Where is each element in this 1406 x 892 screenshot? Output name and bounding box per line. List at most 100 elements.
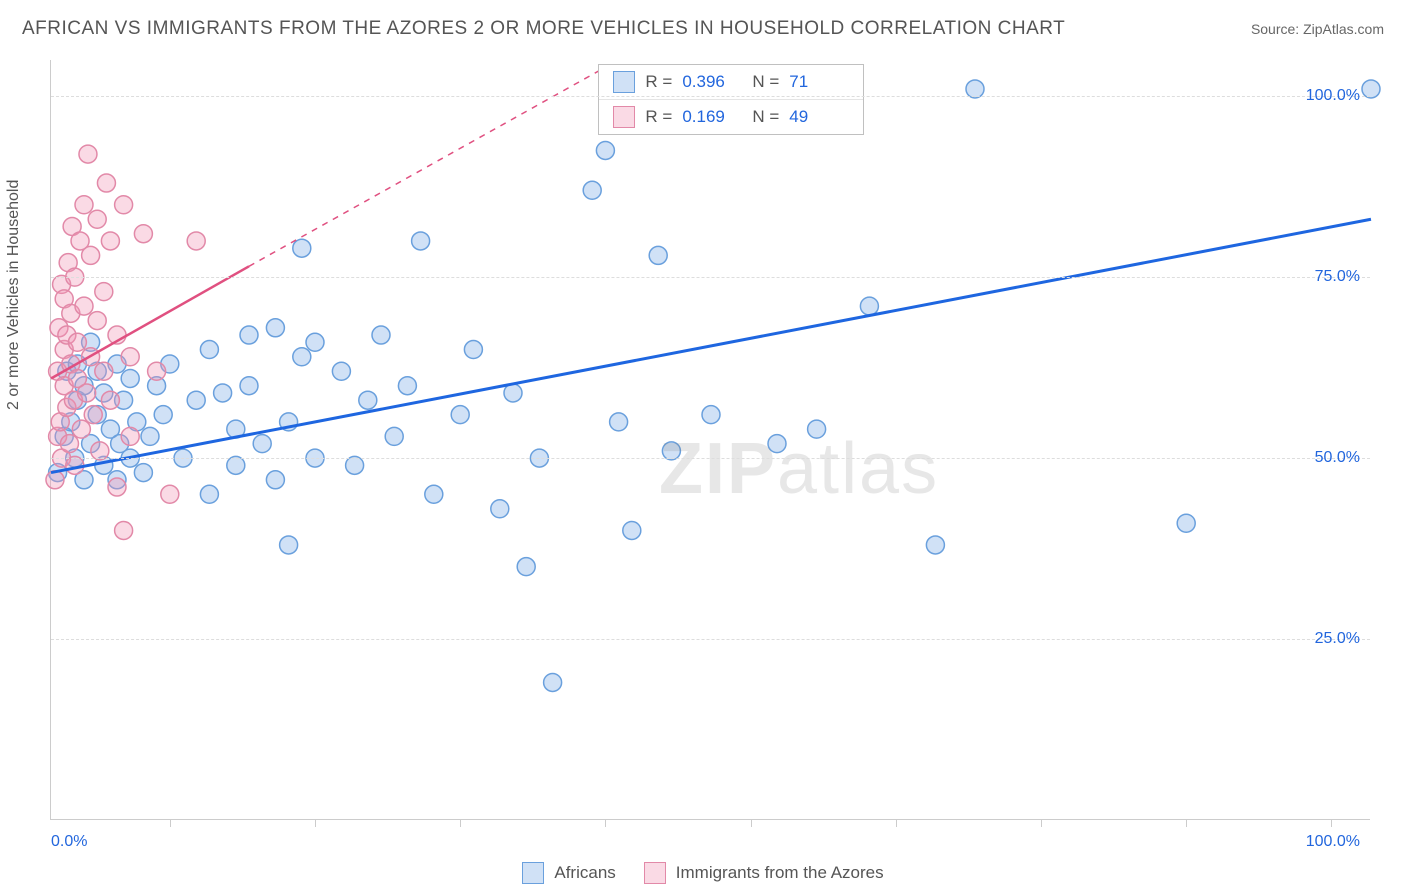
x-tick [460, 819, 461, 827]
data-point [134, 464, 152, 482]
n-label: N = [752, 107, 779, 127]
gridline [51, 458, 1370, 459]
legend-swatch [522, 862, 544, 884]
source-label: Source: [1251, 21, 1299, 37]
data-point [808, 420, 826, 438]
data-point [121, 369, 139, 387]
plot-area: ZIPatlas R =0.396N =71R =0.169N =49 25.0… [50, 60, 1370, 820]
data-point [491, 500, 509, 518]
data-point [84, 406, 102, 424]
data-point [583, 181, 601, 199]
stats-row: R = 0.169 N = 49 [599, 100, 863, 134]
data-point [623, 521, 641, 539]
x-tick-label-right: 100.0% [1306, 833, 1360, 851]
x-tick [170, 819, 171, 827]
data-point [1177, 514, 1195, 532]
data-point [293, 239, 311, 257]
r-value: 0.396 [682, 72, 742, 92]
data-point [97, 174, 115, 192]
n-value: 49 [789, 107, 849, 127]
data-point [280, 536, 298, 554]
data-point [115, 196, 133, 214]
data-point [385, 427, 403, 445]
data-point [266, 319, 284, 337]
data-point [200, 341, 218, 359]
x-tick [605, 819, 606, 827]
legend-swatch [613, 106, 635, 128]
data-point [504, 384, 522, 402]
scatter-svg [51, 60, 1370, 819]
data-point [187, 391, 205, 409]
data-point [187, 232, 205, 250]
y-tick-label: 50.0% [1315, 449, 1360, 467]
data-point [306, 333, 324, 351]
data-point [266, 471, 284, 489]
data-point [860, 297, 878, 315]
data-point [649, 246, 667, 264]
x-tick [1331, 819, 1332, 827]
data-point [517, 558, 535, 576]
data-point [121, 427, 139, 445]
data-point [161, 485, 179, 503]
data-point [451, 406, 469, 424]
data-point [544, 673, 562, 691]
data-point [82, 246, 100, 264]
data-point [332, 362, 350, 380]
y-tick-label: 25.0% [1315, 630, 1360, 648]
data-point [214, 384, 232, 402]
data-point [240, 377, 258, 395]
source-name: ZipAtlas.com [1303, 21, 1384, 37]
data-point [95, 362, 113, 380]
r-label: R = [645, 72, 672, 92]
data-point [68, 333, 86, 351]
x-tick [315, 819, 316, 827]
data-point [154, 406, 172, 424]
gridline [51, 277, 1370, 278]
gridline [51, 639, 1370, 640]
data-point [240, 326, 258, 344]
data-point [141, 427, 159, 445]
legend-swatch [644, 862, 666, 884]
y-axis-label: 2 or more Vehicles in Household [5, 180, 23, 410]
data-point [60, 435, 78, 453]
n-value: 71 [789, 72, 849, 92]
legend-swatch [613, 71, 635, 93]
chart-title: AFRICAN VS IMMIGRANTS FROM THE AZORES 2 … [22, 18, 1065, 40]
y-tick-label: 75.0% [1315, 268, 1360, 286]
x-tick [896, 819, 897, 827]
data-point [88, 312, 106, 330]
x-tick [1041, 819, 1042, 827]
legend-item: Africans [522, 862, 615, 884]
data-point [702, 406, 720, 424]
data-point [78, 384, 96, 402]
data-point [148, 362, 166, 380]
data-point [412, 232, 430, 250]
gridline [51, 96, 1370, 97]
data-point [464, 341, 482, 359]
data-point [200, 485, 218, 503]
trend-line-africans [51, 219, 1371, 472]
legend-label: Africans [554, 863, 615, 883]
data-point [610, 413, 628, 431]
data-point [101, 391, 119, 409]
data-point [596, 141, 614, 159]
data-point [293, 348, 311, 366]
stats-legend-box: R = 0.396 N = 71 R = 0.169 N = 49 [598, 64, 864, 135]
x-tick-label-left: 0.0% [51, 833, 87, 851]
bottom-legend: AfricansImmigrants from the Azores [0, 862, 1406, 884]
data-point [95, 283, 113, 301]
data-point [425, 485, 443, 503]
source-attribution: Source: ZipAtlas.com [1251, 21, 1384, 37]
data-point [372, 326, 390, 344]
data-point [75, 297, 93, 315]
data-point [359, 391, 377, 409]
data-point [768, 435, 786, 453]
r-value: 0.169 [682, 107, 742, 127]
data-point [72, 420, 90, 438]
data-point [108, 478, 126, 496]
data-point [88, 210, 106, 228]
data-point [134, 225, 152, 243]
stats-row: R =0.396N =71 [599, 65, 863, 100]
data-point [79, 145, 97, 163]
r-label: R = [645, 107, 672, 127]
